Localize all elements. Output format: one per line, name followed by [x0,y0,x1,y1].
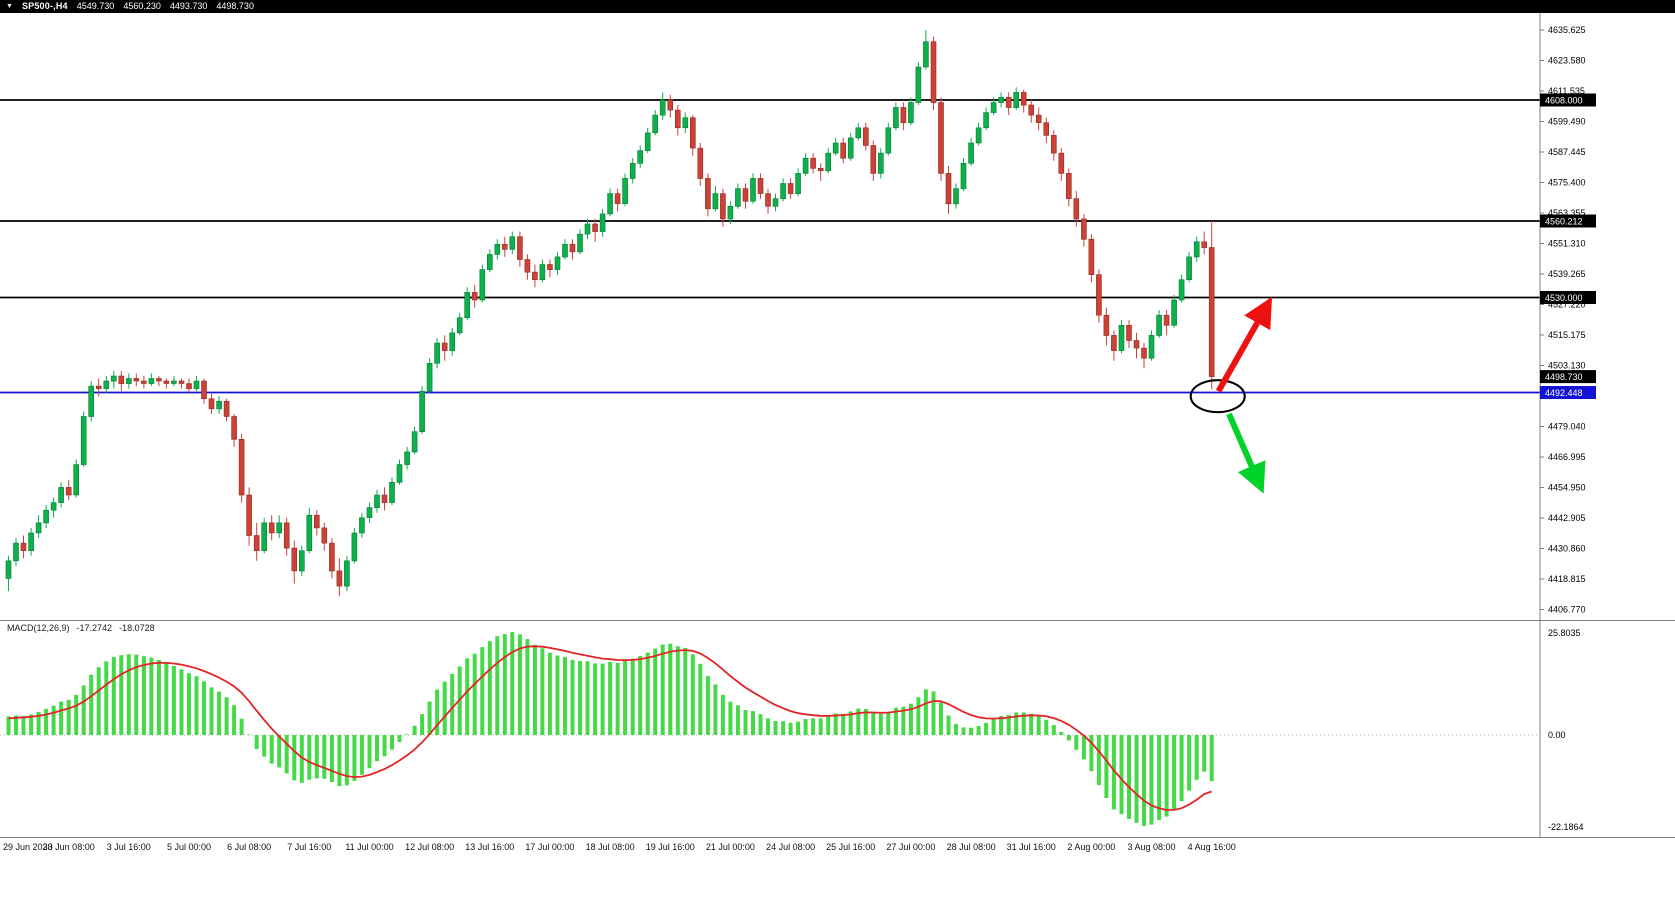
time-label: 19 Jul 16:00 [645,842,695,852]
time-label: 29 Jun 2023 [3,842,53,852]
svg-text:4635.625: 4635.625 [1548,25,1586,35]
svg-text:-22.1864: -22.1864 [1548,822,1584,832]
down-arrow-annotation[interactable] [1226,412,1266,494]
svg-text:4563.355: 4563.355 [1548,208,1586,218]
svg-text:4527.220: 4527.220 [1548,300,1586,310]
svg-text:4611.535: 4611.535 [1548,86,1585,96]
time-label: 11 Jul 00:00 [345,842,394,852]
main-chart-svg: 4635.625 4623.580 4611.535 4599.490 4587.445… [0,13,1596,620]
time-label: 6 Jul 08:00 [227,842,272,852]
price-tag: 4530.000 [1540,291,1596,304]
collapse-triangle-icon[interactable]: ▼ [6,3,13,10]
svg-text:4575.400: 4575.400 [1548,178,1586,188]
svg-text:4430.860: 4430.860 [1548,544,1586,554]
time-label: 28 Jul 08:00 [946,842,996,852]
macd-histogram [6,632,1214,826]
svg-text:4466.995: 4466.995 [1548,452,1586,462]
svg-text:4560.212: 4560.212 [1545,217,1583,227]
chart-titlebar: ▼ SP500-,H4 4549.730 4560.230 4493.730 4… [0,0,1675,13]
time-label: 30 Jun 08:00 [42,842,95,852]
time-label: 27 Jul 00:00 [886,842,936,852]
time-label: 13 Jul 16:00 [465,842,515,852]
svg-text:4623.580: 4623.580 [1548,56,1586,66]
time-label: 2 Aug 00:00 [1067,842,1116,852]
high-value: 4560.230 [123,1,161,11]
time-label: 3 Jul 16:00 [106,842,151,852]
time-label: 17 Jul 00:00 [525,842,575,852]
close-value: 4498.730 [216,1,254,11]
svg-text:4608.000: 4608.000 [1545,96,1583,106]
svg-text:4515.175: 4515.175 [1548,330,1586,340]
svg-text:4418.815: 4418.815 [1548,574,1586,584]
svg-text:4587.445: 4587.445 [1548,147,1586,157]
svg-text:4539.265: 4539.265 [1548,269,1586,279]
svg-text:4498.730: 4498.730 [1545,372,1583,382]
svg-text:4454.950: 4454.950 [1548,483,1586,493]
time-axis[interactable]: 29 Jun 2023 30 Jun 08:00 3 Jul 16:00 5 Jul … [0,838,1675,860]
svg-text:4530.000: 4530.000 [1545,293,1583,303]
macd-panel-canvas[interactable]: 25.8035 0.00 -22.1864 [0,620,1675,838]
svg-text:4503.130: 4503.130 [1548,361,1586,371]
price-tag: 4492.448 [1540,386,1596,399]
main-chart-canvas[interactable]: 4635.625 4623.580 4611.535 4599.490 4587.445… [0,13,1675,620]
time-label: 18 Jul 08:00 [585,842,635,852]
time-label: 21 Jul 00:00 [705,842,755,852]
svg-text:4479.040: 4479.040 [1548,422,1586,432]
macd-signal-line [8,645,1212,811]
time-label: 5 Jul 00:00 [166,842,212,852]
svg-text:4406.770: 4406.770 [1548,605,1586,615]
svg-text:4492.448: 4492.448 [1545,388,1583,398]
low-value: 4493.730 [169,1,208,11]
macd-indicator-label: MACD(12,26,9) -17.2742 -18.0728 [7,623,155,633]
svg-text:0.00: 0.00 [1548,730,1566,740]
macd-signal-value: -18.0728 [119,623,155,633]
price-tag: 4498.730 [1540,370,1596,384]
macd-axis[interactable]: 25.8035 0.00 -22.1864 [1539,620,1584,838]
price-tag: 4608.000 [1540,93,1596,107]
symbol-period-label: SP500-,H4 [21,1,68,11]
macd-svg: 25.8035 0.00 -22.1864 [0,620,1675,838]
svg-text:4599.490: 4599.490 [1548,117,1586,127]
time-label: 4 Aug 16:00 [1187,842,1236,852]
up-arrow-annotation[interactable] [1215,296,1273,393]
macd-params-label: MACD(12,26,9) [7,623,70,633]
time-label: 25 Jul 16:00 [826,842,876,852]
time-label: 24 Jul 08:00 [766,842,816,852]
time-label: 7 Jul 16:00 [287,842,332,852]
svg-text:25.8035: 25.8035 [1548,628,1581,638]
candles-layer [5,30,1215,597]
time-label: 31 Jul 16:00 [1006,842,1056,852]
macd-main-value: -17.2742 [76,623,113,633]
time-label: 12 Jul 08:00 [405,842,455,852]
open-value: 4549.730 [76,1,115,11]
svg-text:4442.905: 4442.905 [1548,513,1586,523]
price-tag: 4560.212 [1540,214,1596,228]
ellipse-annotation[interactable] [1189,379,1246,414]
time-label: 3 Aug 08:00 [1127,842,1176,852]
svg-text:4551.310: 4551.310 [1548,239,1586,249]
